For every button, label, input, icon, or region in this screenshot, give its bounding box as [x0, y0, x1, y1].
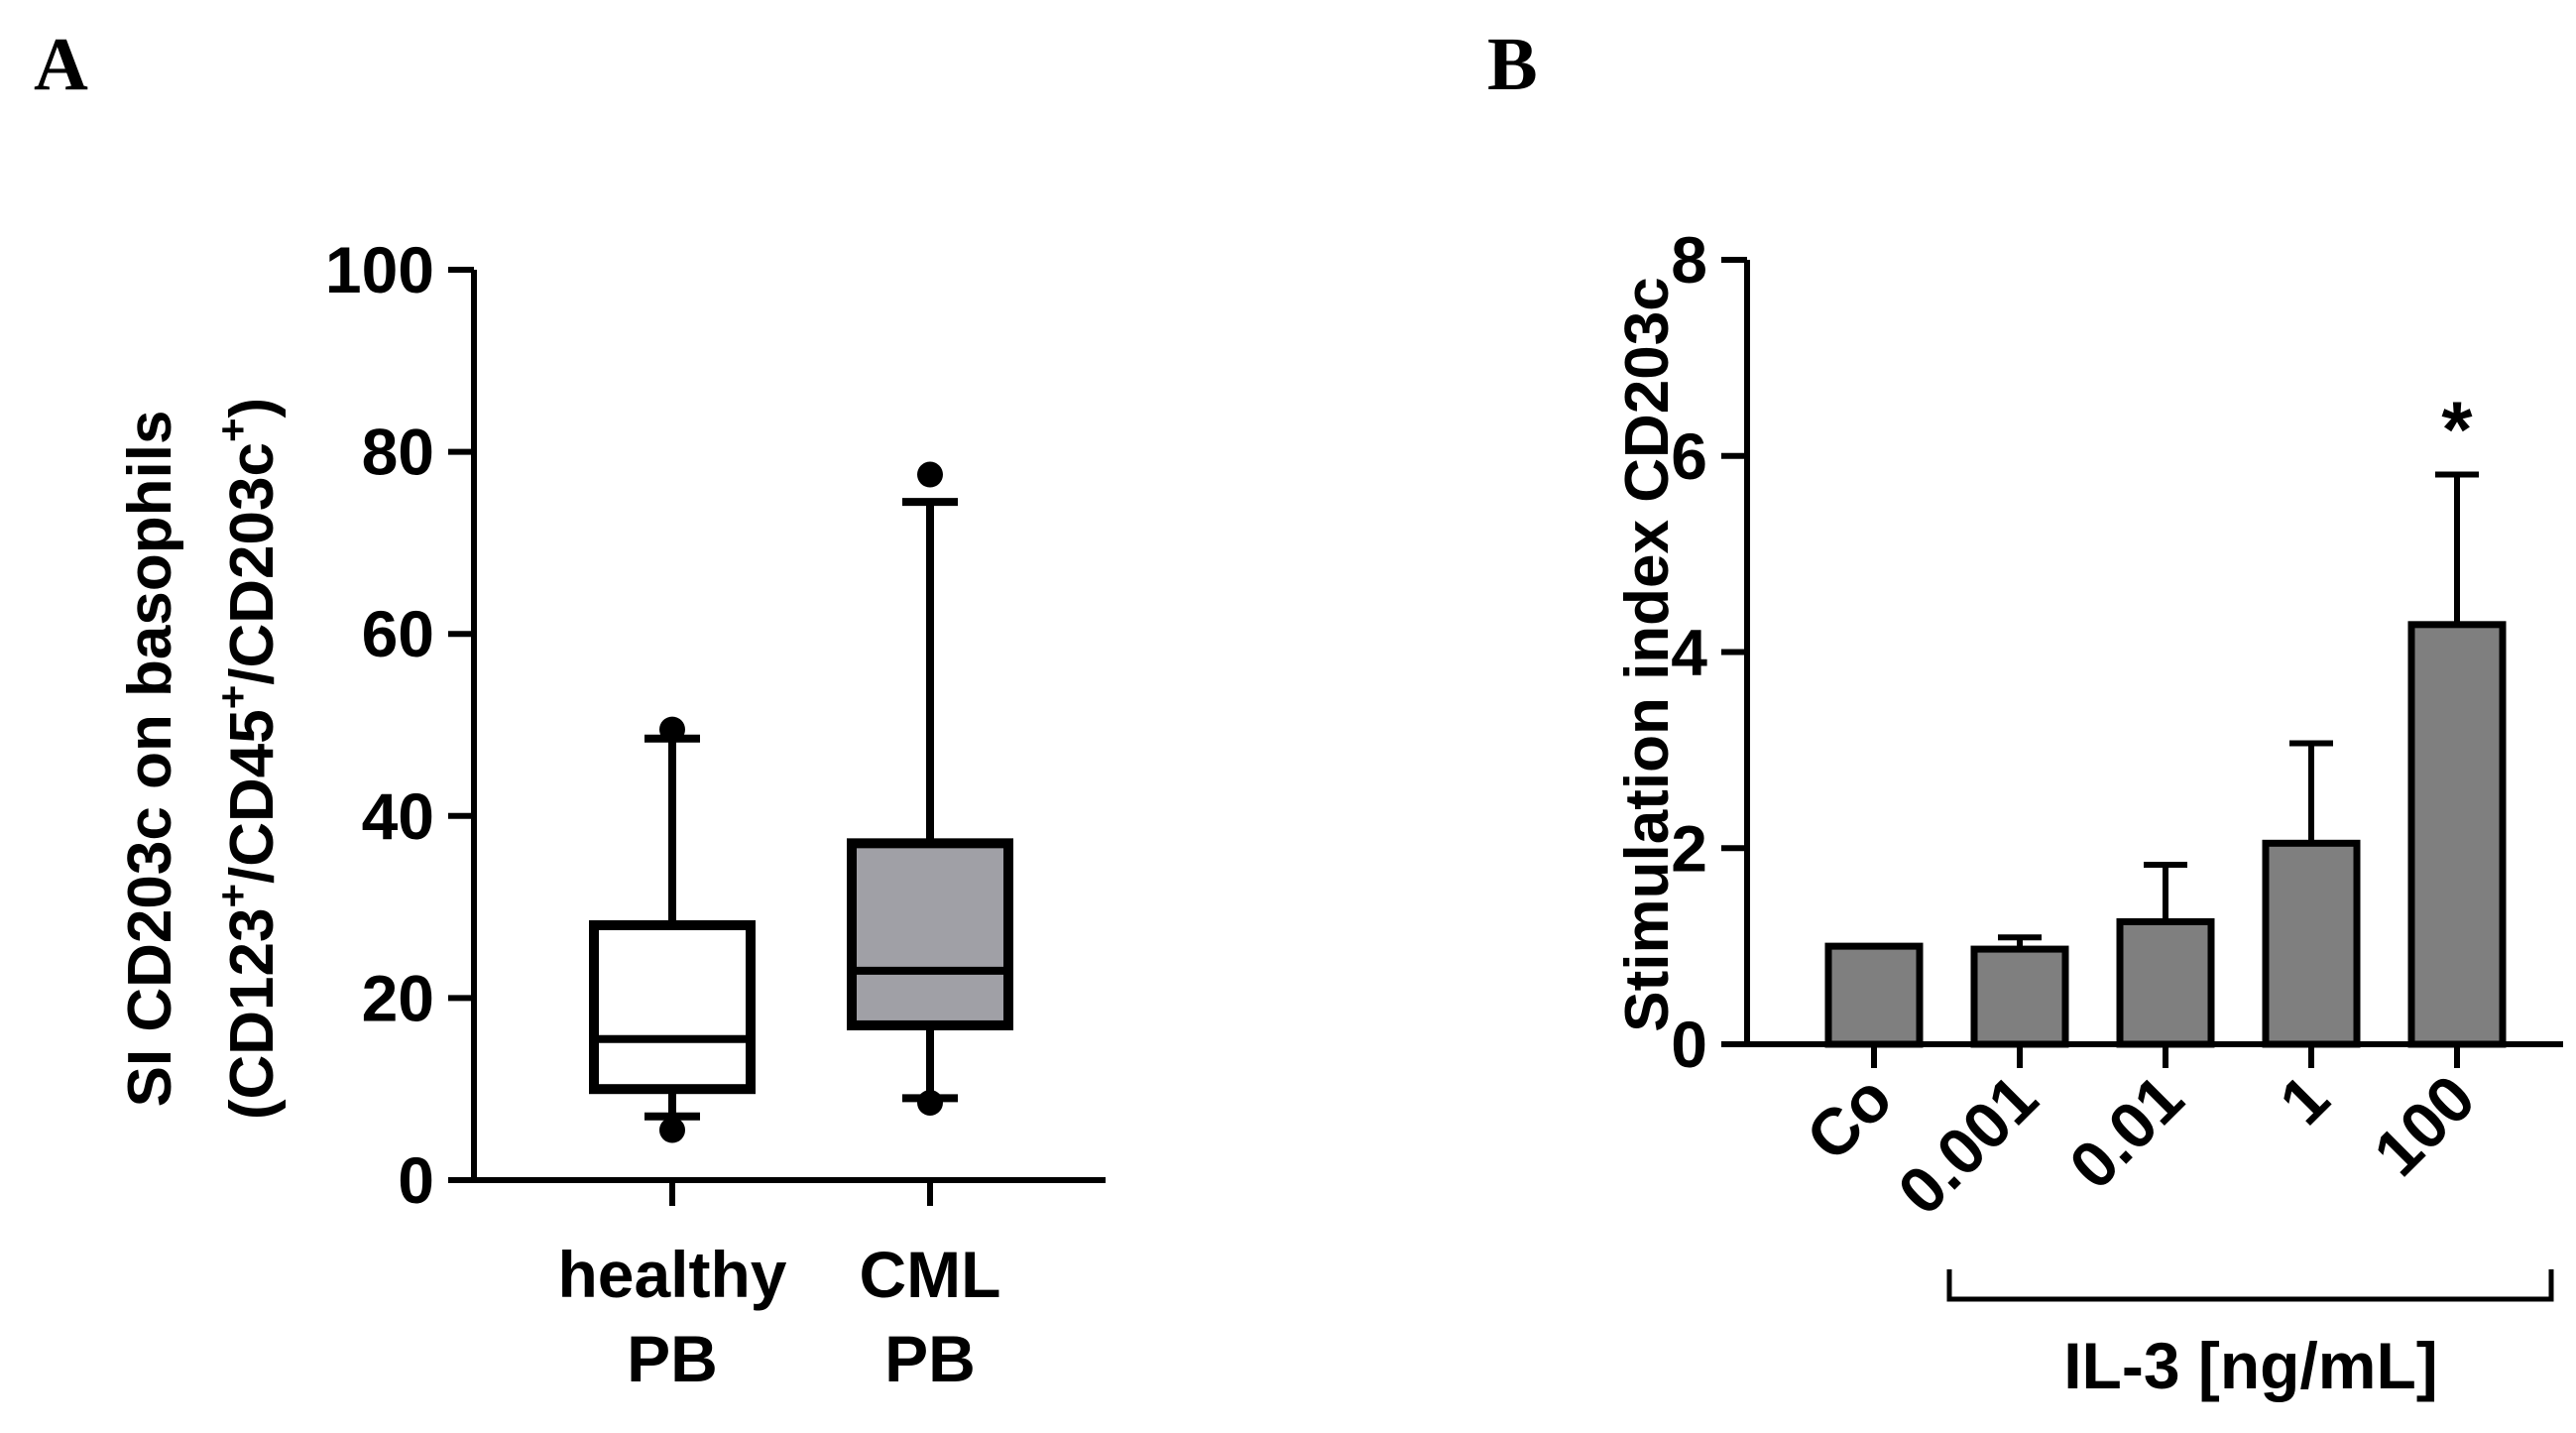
panel-a-ylabel-line2: (CD123+/CD45+/CD203c+)	[209, 398, 287, 1120]
panel-a-y-tick-label: 60	[362, 597, 434, 670]
bar-1	[2262, 839, 2361, 1048]
panel-a-y-tick-label: 40	[362, 779, 434, 853]
panel-b-y-tick-label: 0	[1671, 1008, 1707, 1081]
panel-a-category-label: healthy	[557, 1238, 786, 1311]
panel-b-group-bracket	[1946, 1269, 2554, 1302]
outlier-point	[659, 1117, 685, 1143]
panel-a-boxes	[589, 461, 1013, 1143]
box-healthy	[589, 919, 756, 1095]
panel-b-bars: *	[1824, 386, 2507, 1048]
bar-0.001	[1970, 945, 2069, 1048]
outlier-point	[659, 716, 685, 743]
panel-b-y-tick-label: 6	[1671, 419, 1707, 493]
panel-b-y-tick-label: 2	[1671, 811, 1707, 885]
panel-a-ylabel-line1: SI CD203c on basophils	[116, 411, 184, 1108]
outlier-point	[917, 1089, 943, 1116]
bar-0.01	[2116, 917, 2215, 1048]
panel-b-letter: B	[1487, 23, 1538, 106]
panel-b-category-label: 0.01	[2055, 1061, 2197, 1203]
panel-b-category-labels: Co0.001 0.01 1 100	[1792, 1061, 2489, 1229]
panel-b-barchart: 0 2 4 6 8 * Co0.001 0.01 1 100 Stimulation inde…	[1613, 223, 2563, 1402]
outlier-point	[917, 461, 943, 488]
panel-b-y-tick-label: 4	[1671, 616, 1707, 689]
panel-a-y-tick-label: 80	[362, 416, 434, 489]
panel-a-category-label: CML	[860, 1238, 1001, 1311]
panel-a-axes: 0 20 40 60 80 100	[325, 233, 1106, 1217]
panel-a-y-tick-label: 100	[325, 233, 434, 306]
bar-Co	[1824, 942, 1924, 1048]
panel-b-category-label: 1	[2266, 1061, 2343, 1138]
panel-a-category-labels: healthy PB CML PB	[557, 1238, 1000, 1395]
panel-a-y-tick-label: 20	[362, 961, 434, 1034]
panel-a-y-tick-label: 0	[398, 1143, 434, 1217]
panel-a-category-label: PB	[627, 1322, 718, 1395]
panel-a-letter: A	[34, 23, 88, 106]
panel-a-category-label: PB	[884, 1322, 976, 1395]
panel-b-y-tick-label: 8	[1671, 223, 1707, 297]
panel-b-category-label: Co	[1792, 1061, 1906, 1175]
significance-marker: *	[2441, 386, 2473, 474]
panel-b-ylabel: Stimulation index CD203c	[1613, 277, 1682, 1031]
box-cml	[847, 838, 1013, 1030]
panel-b-category-label: 100	[2360, 1061, 2489, 1190]
panel-a-boxplot: 0 20 40 60 80 100 healthy PB CML PB SI CD203c on…	[116, 233, 1106, 1395]
bar-100	[2407, 621, 2507, 1048]
panel-b-group-label: IL-3 [ng/mL]	[2063, 1329, 2438, 1402]
panel-b-category-label: 0.001	[1884, 1061, 2051, 1229]
